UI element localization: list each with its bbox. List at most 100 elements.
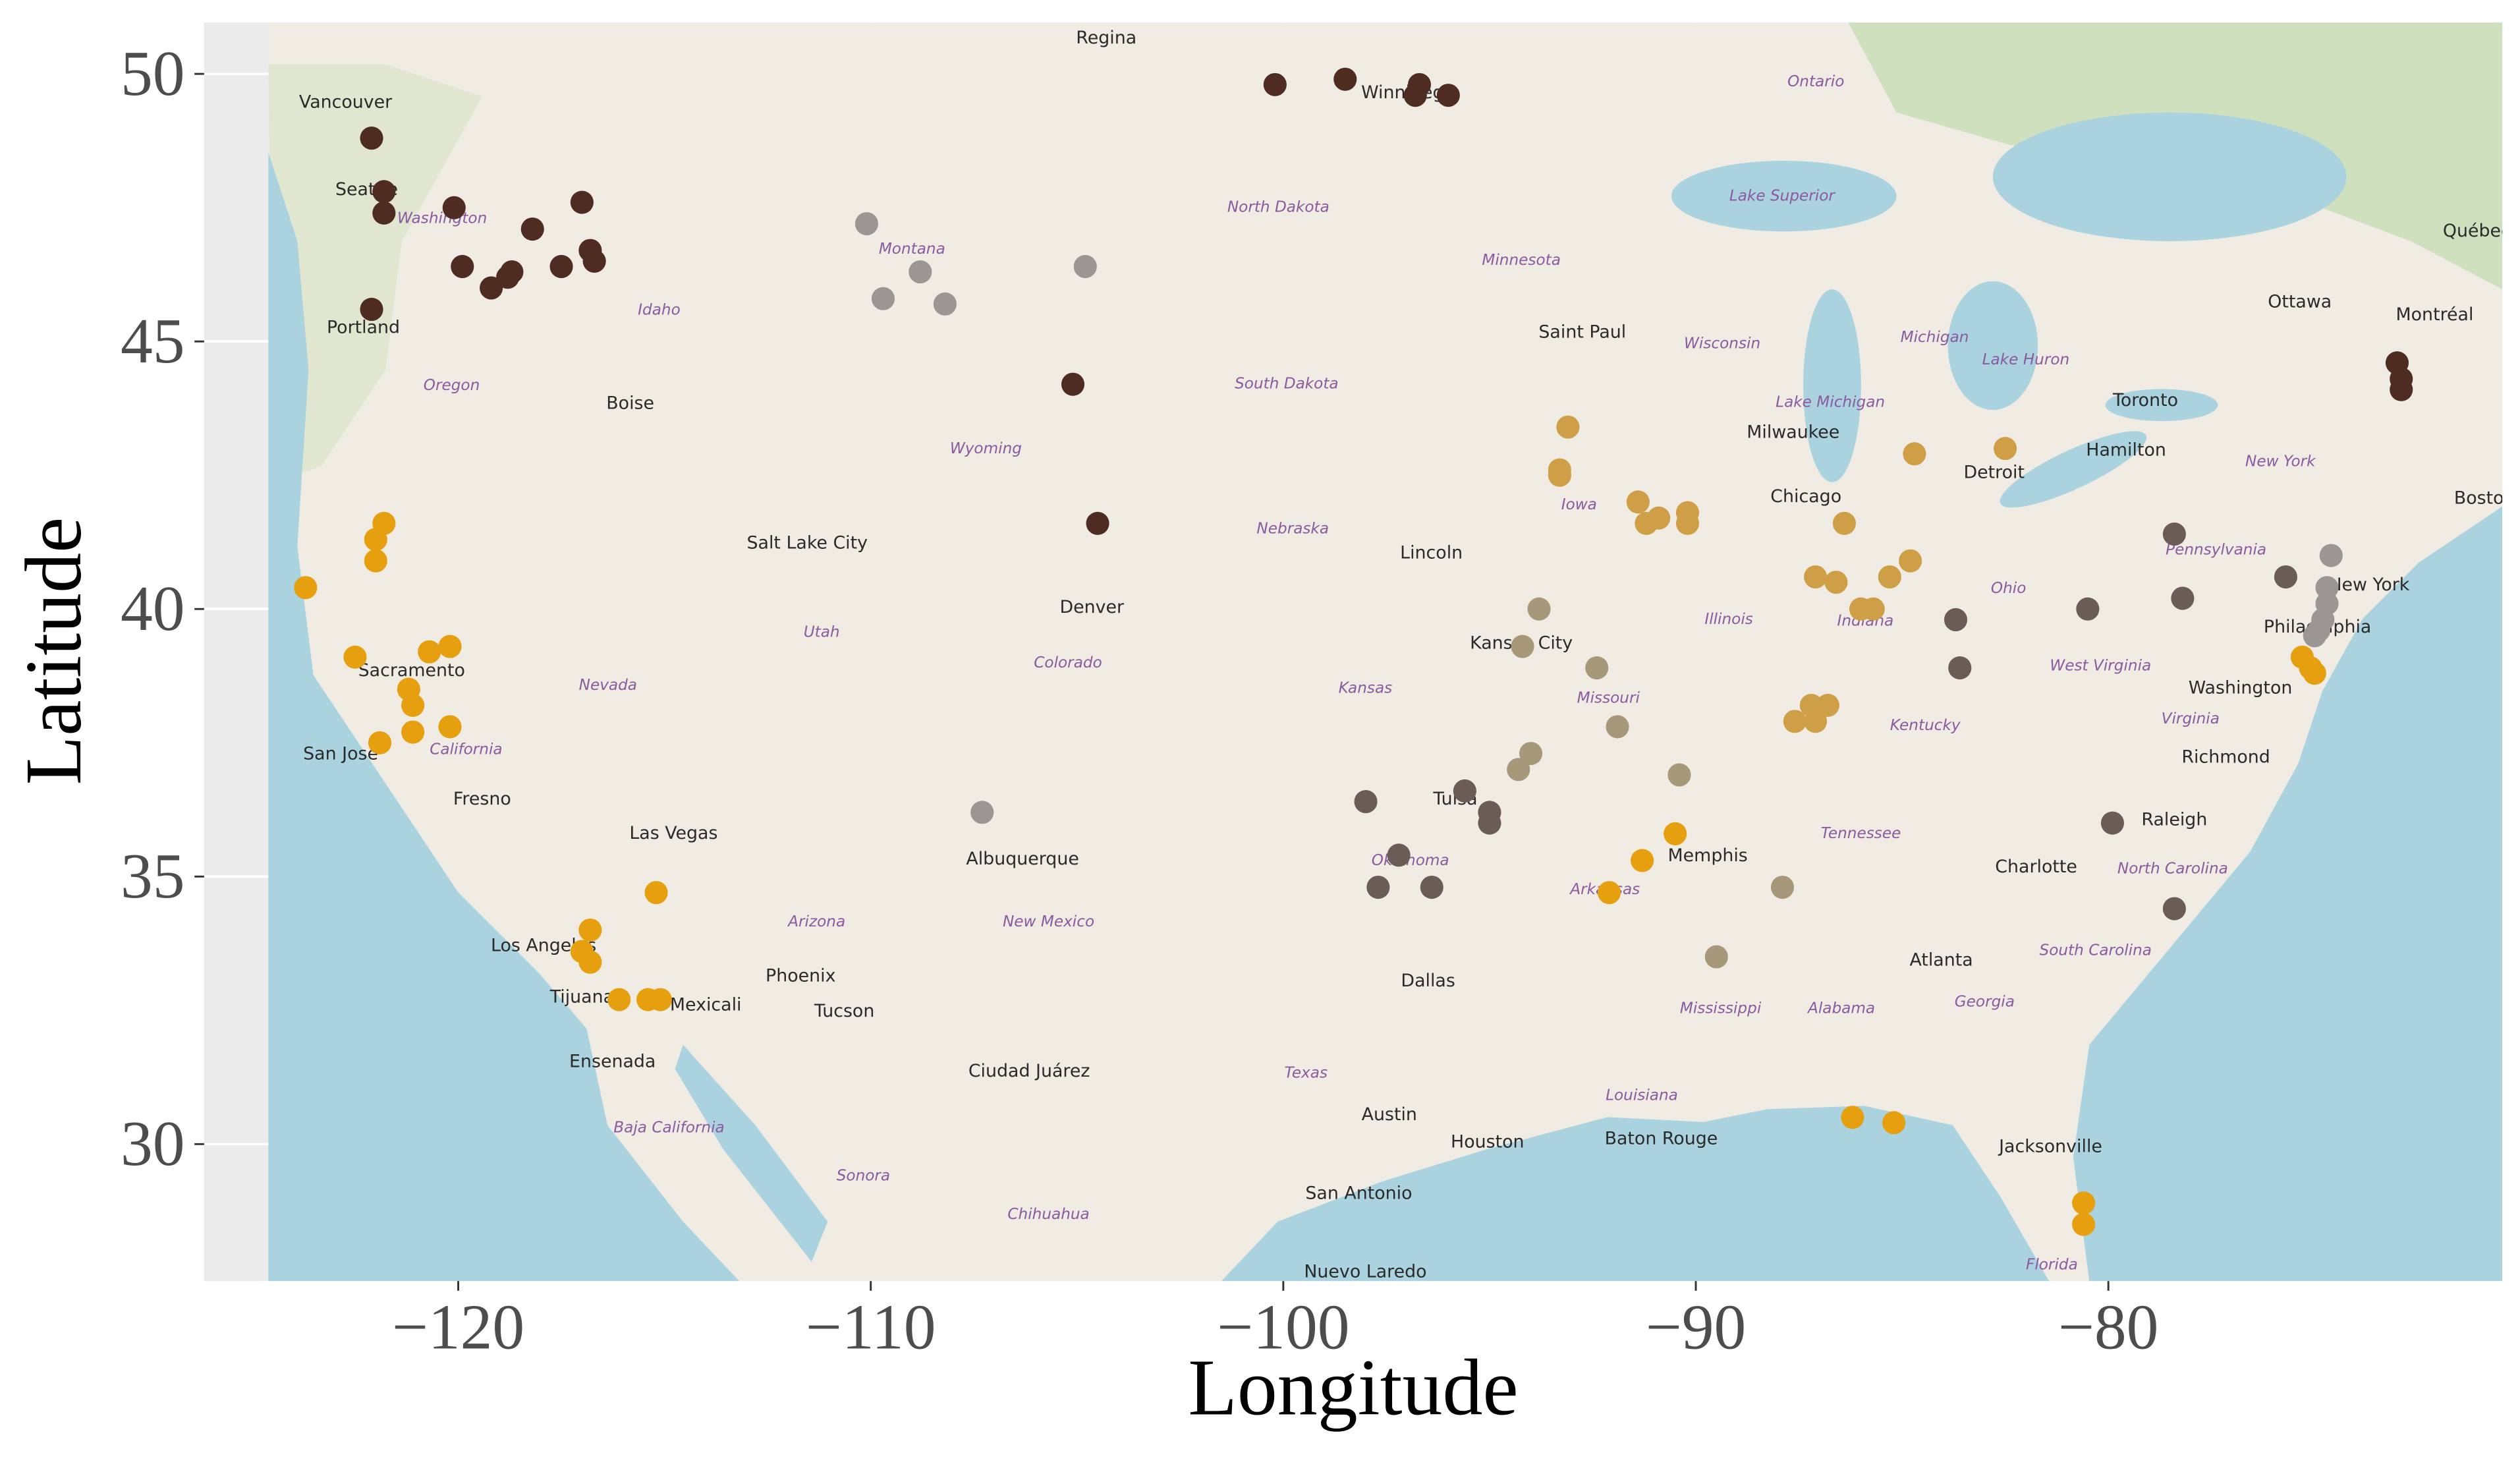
place-label: Ensenada bbox=[569, 1052, 656, 1072]
point bbox=[2303, 624, 2326, 648]
point bbox=[1675, 511, 1700, 535]
point bbox=[1354, 790, 1378, 814]
map-lake bbox=[1947, 281, 2038, 411]
place-label: Oklahoma bbox=[1372, 851, 1449, 869]
x-axis-title: Longitude bbox=[1188, 1344, 1518, 1432]
point bbox=[1824, 571, 1848, 594]
point bbox=[549, 254, 573, 279]
point bbox=[1061, 372, 1085, 396]
point bbox=[1511, 635, 1534, 658]
place-label: California bbox=[430, 740, 502, 758]
x-tick-label: −100 bbox=[1217, 1292, 1349, 1363]
place-label: Charlotte bbox=[1995, 857, 2077, 877]
point bbox=[933, 292, 957, 316]
place-label: San Antonio bbox=[1305, 1183, 1412, 1203]
point bbox=[360, 127, 383, 150]
place-label: Michigan bbox=[1901, 328, 1969, 346]
place-label: Alabama bbox=[1806, 999, 1875, 1017]
place-label: Idaho bbox=[638, 301, 681, 319]
place-label: Las Vegas bbox=[629, 823, 717, 843]
place-label: Utah bbox=[804, 623, 840, 640]
x-tick-label: −120 bbox=[392, 1292, 524, 1363]
point bbox=[2315, 576, 2339, 600]
place-label: Wisconsin bbox=[1684, 335, 1760, 353]
point bbox=[1453, 779, 1476, 803]
place-label: North Carolina bbox=[2117, 859, 2228, 877]
place-label: Illinois bbox=[1704, 610, 1752, 628]
point bbox=[1944, 608, 1968, 632]
place-label: Phoenix bbox=[766, 966, 835, 986]
place-label: Georgia bbox=[1955, 993, 2015, 1011]
point bbox=[343, 645, 367, 669]
point bbox=[364, 528, 387, 552]
point bbox=[1333, 67, 1357, 91]
x-tick-label: −110 bbox=[806, 1292, 936, 1363]
point bbox=[2303, 662, 2326, 685]
place-label: Lake Huron bbox=[1982, 351, 2070, 368]
place-label: Austin bbox=[1362, 1104, 1417, 1125]
place-label: South Dakota bbox=[1235, 375, 1339, 393]
point bbox=[1664, 822, 1687, 845]
place-label: Saint Paul bbox=[1538, 322, 1626, 343]
point bbox=[401, 693, 425, 717]
point bbox=[1948, 656, 1972, 680]
place-label: Nuevo Laredo bbox=[1304, 1262, 1426, 1282]
map-lake bbox=[2000, 431, 2147, 508]
point bbox=[1436, 84, 1460, 107]
point bbox=[2076, 597, 2100, 621]
place-label: Arizona bbox=[787, 913, 845, 930]
point bbox=[2072, 1191, 2096, 1215]
point bbox=[1519, 741, 1543, 766]
map-ocean bbox=[268, 152, 740, 1282]
point bbox=[970, 801, 994, 824]
point bbox=[1548, 463, 1571, 487]
place-label: Tijuana bbox=[549, 986, 614, 1007]
place-label: New York bbox=[2245, 452, 2316, 470]
place-label: Florida bbox=[2026, 1255, 2078, 1273]
place-label: Boston bbox=[2454, 488, 2515, 508]
point bbox=[1783, 710, 1806, 733]
place-label: Sonora bbox=[837, 1167, 890, 1185]
place-label: Lake Superior bbox=[1729, 187, 1836, 205]
place-label: Washington bbox=[2189, 678, 2293, 698]
place-label: Jacksonville bbox=[1998, 1137, 2102, 1157]
place-label: Colorado bbox=[1034, 654, 1102, 671]
points bbox=[294, 67, 2413, 1236]
place-label: Milwaukee bbox=[1747, 422, 1839, 443]
place-label: Mexicali bbox=[670, 995, 742, 1015]
point bbox=[1667, 763, 1691, 787]
point bbox=[1861, 597, 1885, 621]
place-label: Kentucky bbox=[1890, 716, 1961, 734]
place-label: Winnipeg bbox=[1361, 82, 1443, 103]
point bbox=[368, 731, 392, 754]
place-label: Missouri bbox=[1577, 689, 1640, 706]
place-label: Baja California bbox=[613, 1118, 724, 1136]
place-label: West Virginia bbox=[2050, 657, 2151, 675]
place-label: Chihuahua bbox=[1007, 1205, 1089, 1223]
place-label: Oregon bbox=[424, 376, 480, 394]
place-label: Vancouver bbox=[299, 92, 393, 112]
point bbox=[1263, 72, 1287, 96]
place-label: Nevada bbox=[579, 676, 637, 694]
place-label: New Mexico bbox=[1003, 913, 1094, 930]
point bbox=[2274, 565, 2297, 589]
point bbox=[1647, 506, 1671, 530]
place-label: Regina bbox=[1076, 28, 1136, 48]
place-label: Mississippi bbox=[1680, 999, 1762, 1017]
place-label: Baton Rouge bbox=[1605, 1129, 1718, 1149]
place-label: Detroit bbox=[1963, 462, 2025, 482]
point bbox=[2162, 897, 2186, 921]
point bbox=[582, 249, 606, 273]
point bbox=[570, 190, 594, 214]
place-label: San Jose bbox=[303, 744, 378, 764]
point bbox=[607, 988, 631, 1011]
place-label: Memphis bbox=[1668, 845, 1748, 866]
place-label: Salt Lake City bbox=[746, 533, 868, 553]
map-gulf-california bbox=[675, 1044, 828, 1262]
point bbox=[578, 950, 602, 974]
place-label: Houston bbox=[1451, 1131, 1525, 1152]
x-tick-label: −80 bbox=[2058, 1292, 2159, 1363]
map-lake bbox=[1671, 160, 1897, 232]
place-label: Virginia bbox=[2162, 710, 2220, 727]
point bbox=[1899, 549, 1922, 573]
